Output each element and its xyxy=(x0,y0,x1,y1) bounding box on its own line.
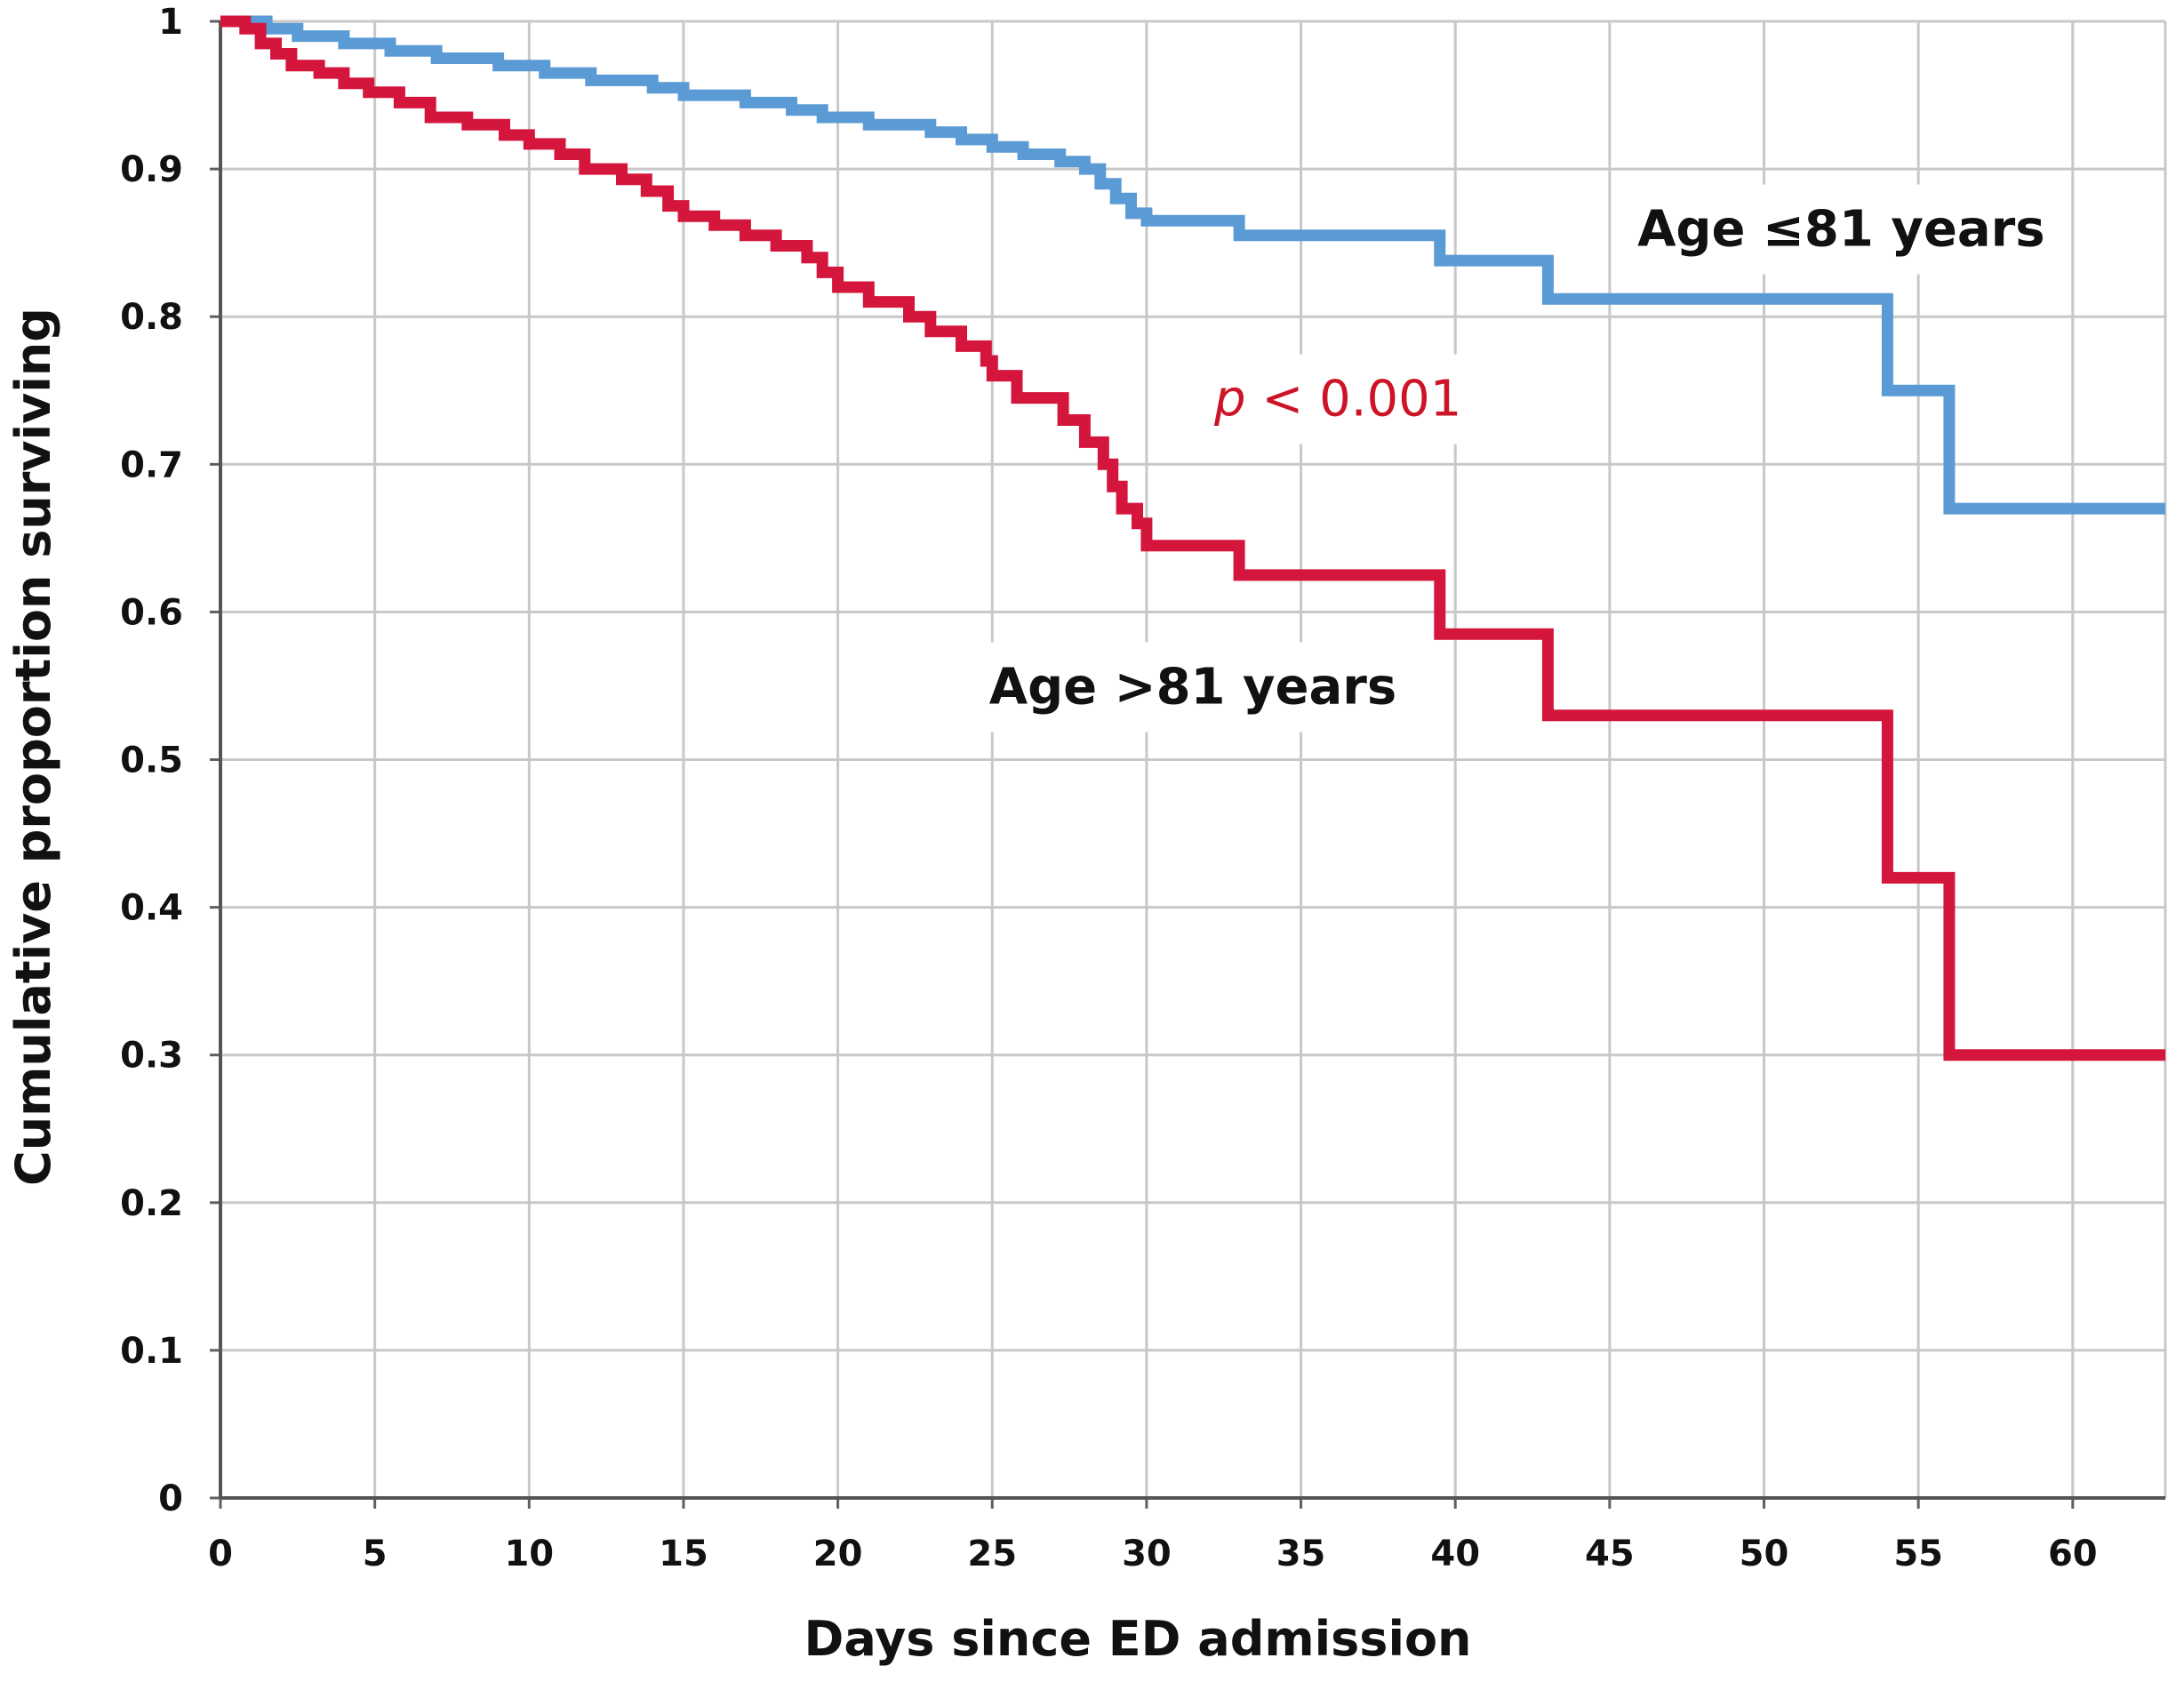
y-tick-label: 0 xyxy=(158,1478,183,1519)
y-tick-label: 0.6 xyxy=(120,592,183,633)
label-age-81-or-under-group: Age ≤81 years xyxy=(1618,184,2065,275)
label-age-81-or-under: Age ≤81 years xyxy=(1637,201,2044,259)
y-tick-label: 1 xyxy=(158,2,183,43)
x-tick-label: 25 xyxy=(967,1534,1017,1574)
x-tick-label: 40 xyxy=(1430,1534,1480,1574)
x-tick-label: 55 xyxy=(1893,1534,1943,1574)
x-axis-title: Days since ED admission xyxy=(804,1611,1472,1667)
x-tick-label: 5 xyxy=(363,1534,388,1574)
x-tick-label: 50 xyxy=(1740,1534,1789,1574)
p-value-background xyxy=(1194,354,1482,445)
y-tick-label: 0.7 xyxy=(120,445,183,485)
x-tick-label: 60 xyxy=(2048,1534,2098,1574)
x-tick-label: 0 xyxy=(208,1534,233,1574)
series-lines xyxy=(220,15,2165,1061)
label-age-over-81-background xyxy=(969,642,1417,733)
y-tick-label: 0.1 xyxy=(120,1331,183,1372)
y-tick-label: 0.5 xyxy=(120,741,183,781)
p-value-label: p < 0.001 xyxy=(1213,371,1461,429)
x-tick-label: 30 xyxy=(1122,1534,1172,1574)
series-line-age-over-81 xyxy=(220,15,2165,1061)
axes xyxy=(210,20,2165,1509)
y-tick-label: 0.4 xyxy=(120,888,183,929)
x-tick-label: 45 xyxy=(1585,1534,1635,1574)
x-tick-label: 10 xyxy=(504,1534,554,1574)
tick-labels: 0 5 10 15 20 25 30 35 40 45 50 55 60 0 0.1 0.2 0.3 0.4 0.5… xyxy=(120,2,2098,1574)
label-age-over-81: Age >81 years xyxy=(989,658,1396,716)
p-value-group: p < 0.001 xyxy=(1194,354,1482,445)
label-age-81-or-under-background xyxy=(1618,184,2065,275)
y-tick-label: 0.8 xyxy=(120,297,183,338)
x-tick-label: 35 xyxy=(1276,1534,1326,1574)
annotations: Age ≤81 years Age >81 years p < 0.001 xyxy=(969,184,2065,733)
grid xyxy=(220,20,2167,1498)
y-tick-label: 0.9 xyxy=(120,149,183,190)
y-tick-label: 0.2 xyxy=(120,1183,183,1224)
x-tick-label: 15 xyxy=(659,1534,708,1574)
x-tick-label: 20 xyxy=(813,1534,863,1574)
label-age-over-81-group: Age >81 years xyxy=(969,642,1417,733)
p-value-text: < 0.001 xyxy=(1246,371,1462,429)
p-symbol: p xyxy=(1213,371,1246,429)
y-tick-label: 0.3 xyxy=(120,1036,183,1077)
series-line-age-81-or-under xyxy=(220,15,2165,515)
y-axis-title: Cumulative proportion surviving xyxy=(5,308,61,1186)
